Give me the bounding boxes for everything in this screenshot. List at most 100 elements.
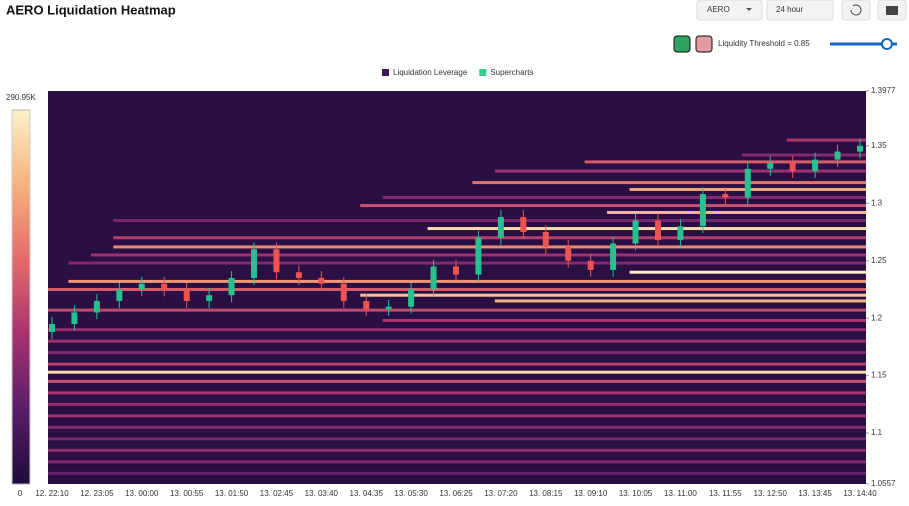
y-tick-label: 1.1 [871,428,883,437]
liquidation-band [48,328,866,332]
liquidation-band [472,181,866,185]
candle-body [408,289,415,307]
x-tick-label: 13. 08:15 [529,489,563,498]
interval-select[interactable] [766,0,834,21]
candle-body [475,237,482,275]
candle-body [430,266,437,290]
y-tick-label: 1.3977 [871,86,896,95]
threshold-label: Liquidity Threshold = 0.85 [718,39,810,48]
candle-body [385,306,392,309]
liquidation-band [68,279,866,283]
liquidation-band [494,169,866,173]
liquidation-band [48,448,866,452]
interval: 24 hour [776,5,803,14]
liquidation-band [382,196,866,200]
y-tick-label: 1.15 [871,371,887,380]
candle-body [318,277,325,284]
liquidation-band [48,391,866,395]
candle-body [161,283,168,290]
candle-body [273,249,280,273]
candle-body [295,272,302,278]
candle-body [363,300,370,309]
x-tick-label: 13. 10:05 [619,489,653,498]
liquidation-band [360,293,866,297]
liquidation-band [48,308,866,312]
liquidation-band [48,460,866,464]
liquidation-band [607,210,866,214]
candle-body [497,217,504,238]
liquidation-band [629,270,866,274]
candle-body [71,312,78,324]
y-tick-label: 1.25 [871,256,887,265]
candle-body [857,145,863,152]
y-tick-label: 1.0557 [871,479,896,488]
candle-body [251,249,257,278]
threshold-slider[interactable] [830,38,897,50]
camera-icon [886,6,898,15]
candle-body [228,277,235,296]
liquidation-band [427,227,866,231]
candle-body [699,194,706,227]
symbol: AERO [707,5,730,14]
liquidation-band [48,414,866,418]
candle-body [138,283,145,290]
candle-body [565,246,572,261]
liquidation-band [48,362,866,366]
liquidation-band [494,299,866,303]
candle-body [340,283,347,301]
candle-body [722,194,729,198]
candle-body [49,323,55,332]
x-tick-label: 13. 07:20 [484,489,518,498]
liquidation-band [48,287,866,291]
candle-body [183,289,190,301]
legend-swatch [479,69,487,76]
plot-background [48,91,866,484]
x-tick-label: 12. 22:10 [35,489,69,498]
x-tick-label: 13. 12:50 [754,489,788,498]
candle-body [453,266,459,275]
green-theme[interactable] [673,35,691,53]
colorbar-tick-label: 290.95K [6,93,36,102]
x-tick-label: 13. 14:40 [843,489,877,498]
x-tick-label: 13. 04:35 [350,489,384,498]
candle-body [632,220,639,244]
candle-body [744,168,751,198]
x-tick-label: 13. 03:40 [305,489,339,498]
y-tick-label: 1.2 [871,313,883,322]
liquidation-band [113,236,867,240]
liquidation-band [584,160,866,164]
x-tick-label: 13. 11:00 [664,489,697,498]
liquidation-band [741,153,866,157]
x-tick-label: 13. 01:50 [215,489,249,498]
symbol-select[interactable] [696,0,763,21]
liquidation-band [48,339,866,343]
x-tick-label: 13. 00:55 [170,489,204,498]
candle-body [812,159,819,172]
liquidation-band [48,425,866,429]
liquidation-band [48,402,866,406]
candle-body [116,289,123,301]
colorbar [11,109,31,485]
x-tick-label: 13. 02:45 [260,489,294,498]
legend: Liquidation Leverage Supercharts [382,68,533,77]
colorbar-tick-label: 0 [18,489,23,498]
candle-body [789,163,796,172]
candle-body [587,260,594,270]
legend-label: Supercharts [490,68,533,77]
candle-body [677,226,684,241]
x-tick-label: 13. 13:45 [798,489,832,498]
legend-swatch [382,69,389,76]
pink-theme[interactable] [695,35,713,53]
x-tick-label: 13. 09:10 [574,489,608,498]
candle-body [542,231,549,247]
liquidation-band [113,219,867,223]
y-tick-label: 1.35 [871,141,887,150]
candle-body [520,217,527,232]
refresh-button[interactable] [841,0,871,21]
candle-body [93,300,100,313]
candle-body [206,295,213,301]
candle-body [610,243,617,270]
candle-body [767,163,774,169]
liquidation-band [786,138,866,142]
